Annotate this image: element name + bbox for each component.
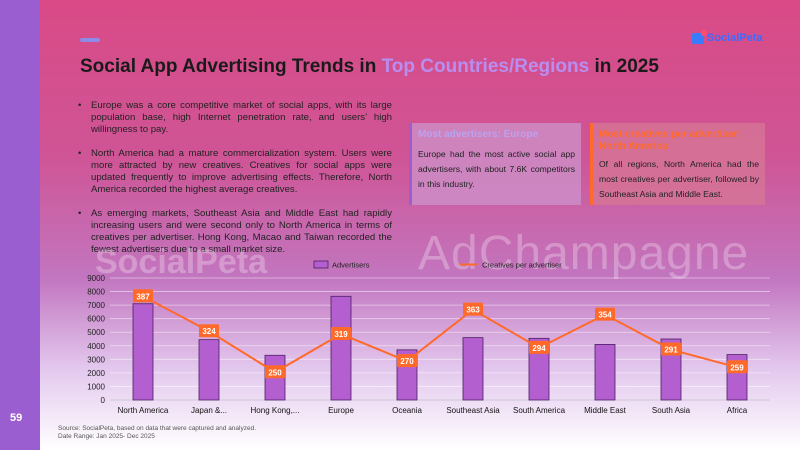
- footer: Source: SocialPeta, based on data that w…: [58, 425, 256, 441]
- data-label: 259: [730, 363, 744, 372]
- title-suffix: in 2025: [589, 56, 659, 77]
- data-label-bg: [265, 365, 285, 379]
- card-body: Europe had the most active social app ad…: [418, 149, 575, 189]
- card-body: Of all regions, North America had the mo…: [599, 159, 759, 199]
- combo-chart: 0 1000 2000 3000 4000 5000 6000 7000 8000 9000 387…: [87, 260, 770, 415]
- insight-card-creatives: Most creatives per advertiser: North Ame…: [590, 123, 765, 205]
- page-title: Social App Advertising Trends in Top Cou…: [80, 56, 659, 78]
- x-tick-label: Hong Kong,...: [251, 406, 300, 415]
- title-highlight: Top Countries/Regions: [381, 56, 590, 77]
- x-tick-label: Africa: [727, 406, 748, 415]
- bar: [594, 344, 616, 401]
- legend-label-advertisers: Advertisers: [332, 261, 370, 270]
- socialpeta-logo: SocialPeta: [692, 29, 763, 44]
- x-tick-label: Japan &...: [191, 406, 227, 415]
- bar: [462, 337, 484, 401]
- data-label-bg: [727, 360, 747, 374]
- data-label-bg: [463, 302, 483, 316]
- y-tick-label: 9000: [87, 274, 105, 283]
- data-label: 387: [136, 292, 150, 301]
- y-tick-label: 3000: [87, 355, 105, 364]
- bar: [132, 303, 154, 401]
- y-tick-label: 2000: [87, 369, 105, 378]
- insight-card-advertisers: Most advertisers: Europe Europe had the …: [409, 123, 581, 205]
- y-tick-label: 6000: [87, 315, 105, 324]
- card-title: Most creatives per advertiser: North Ame…: [599, 129, 741, 152]
- y-tick-label: 8000: [87, 288, 105, 297]
- y-tick-label: 7000: [87, 301, 105, 310]
- y-tick-label: 0: [101, 396, 106, 405]
- data-label: 319: [334, 330, 348, 339]
- data-label: 363: [466, 306, 480, 315]
- logo-text: SocialPeta: [707, 32, 763, 44]
- legend-swatch-advertisers: [313, 260, 329, 269]
- x-tick-label: Middle East: [584, 406, 627, 415]
- bullet-item: As emerging markets, Southeast Asia and …: [78, 208, 392, 256]
- x-tick-label: Southeast Asia: [446, 406, 500, 415]
- y-tick-label: 1000: [87, 382, 105, 391]
- title-accent-bar: [80, 38, 100, 42]
- x-tick-label: Oceania: [392, 406, 422, 415]
- data-label: 354: [598, 311, 612, 320]
- bar: [330, 295, 352, 401]
- line-series: [142, 295, 738, 374]
- x-tick-label: South America: [513, 406, 566, 415]
- data-label-bg: [397, 354, 417, 368]
- data-label-bg: [331, 327, 351, 341]
- bullet-item: North America had a mature commercializa…: [78, 148, 392, 196]
- data-label-bg: [529, 340, 549, 354]
- data-label-bg: [661, 342, 681, 356]
- card-title: Most advertisers: Europe: [418, 129, 539, 140]
- date-range-note: Date Range: Jan 2025- Dec 2025: [58, 433, 155, 440]
- title-prefix: Social App Advertising Trends in: [80, 56, 382, 77]
- x-tick-label: South Asia: [652, 406, 691, 415]
- data-label: 250: [268, 368, 282, 377]
- data-label-bg: [595, 307, 615, 321]
- y-tick-label: 4000: [87, 342, 105, 351]
- y-tick-label: 5000: [87, 328, 105, 337]
- data-label: 291: [664, 346, 678, 355]
- bullet-item: Europe was a core competitive market of …: [78, 100, 392, 136]
- logo-mark-icon: [692, 29, 707, 44]
- data-label-bg: [199, 324, 219, 338]
- legend-label-creatives: Creatives per advertiser: [482, 261, 562, 270]
- source-note: Source: SocialPeta, based on data that w…: [58, 425, 257, 432]
- bar: [198, 339, 220, 401]
- data-label: 270: [400, 357, 414, 366]
- data-label: 294: [532, 344, 546, 353]
- x-tick-label: North America: [118, 406, 169, 415]
- page-number: 59: [10, 412, 23, 424]
- bullet-list: Europe was a core competitive market of …: [78, 100, 392, 268]
- left-sidebar-bar: [0, 0, 40, 450]
- data-label-bg: [133, 289, 153, 303]
- data-label: 324: [202, 327, 216, 336]
- x-tick-label: Europe: [328, 406, 354, 415]
